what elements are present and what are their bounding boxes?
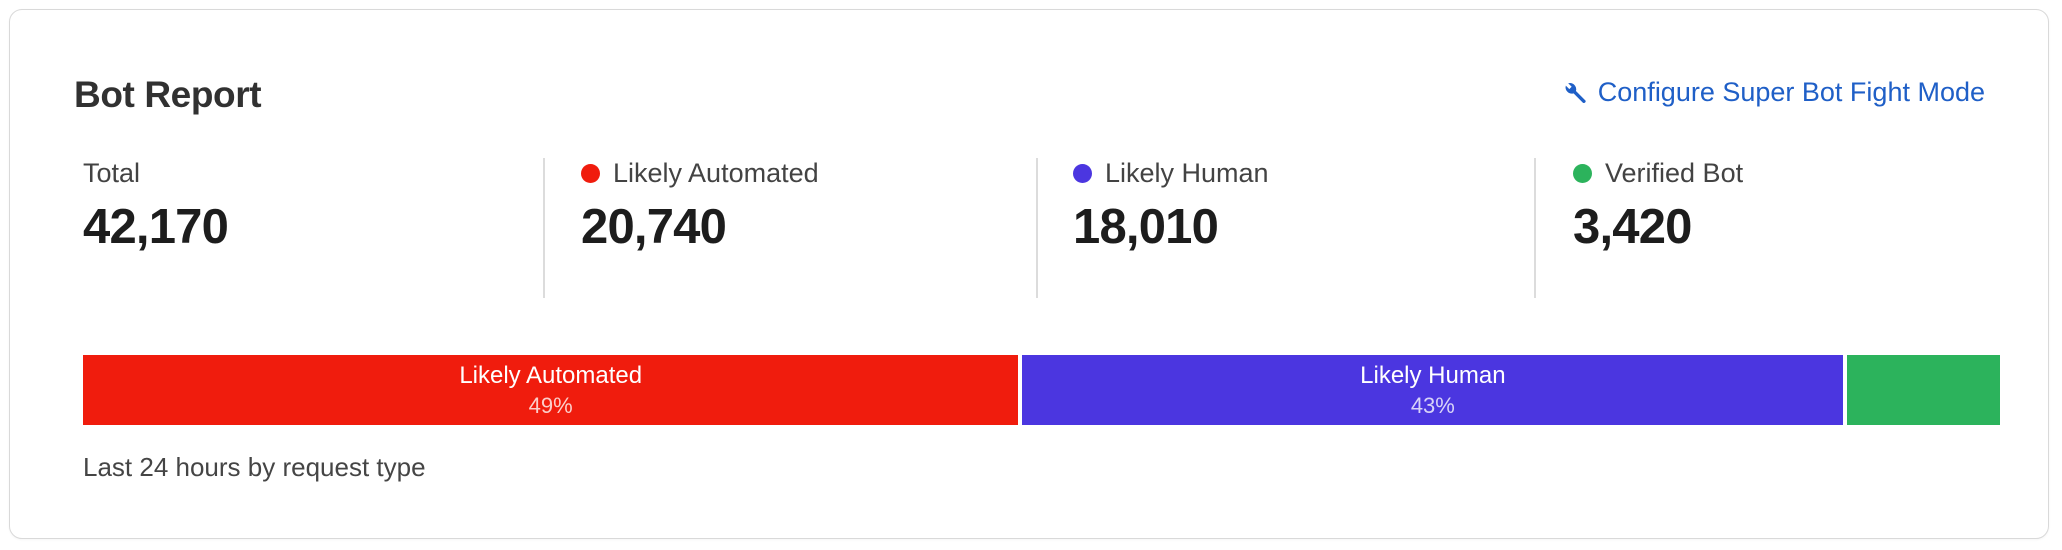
- stat-likely-human: Likely Human 18,010: [1073, 158, 1269, 252]
- stats-row: Total 42,170 Likely Automated 20,740 Lik…: [10, 158, 2048, 303]
- stat-value: 20,740: [581, 200, 727, 254]
- bar-segment-verified-bot[interactable]: [1847, 355, 2000, 425]
- request-type-stacked-bar: Likely Automated 49% Likely Human 43%: [83, 355, 2000, 425]
- stat-label-row: Total: [83, 158, 228, 188]
- likely-human-dot-icon: [1073, 163, 1092, 183]
- stat-label-row: Likely Human: [1073, 158, 1269, 188]
- stat-verified-bot: Verified Bot 3,420: [1573, 158, 1743, 252]
- stat-label: Likely Automated: [613, 157, 819, 188]
- stat-likely-automated: Likely Automated 20,740: [581, 158, 819, 252]
- bot-report-card: Bot Report Configure Super Bot Fight Mod…: [9, 9, 2049, 539]
- page-title: Bot Report: [74, 74, 262, 115]
- chart-caption: Last 24 hours by request type: [83, 452, 426, 482]
- wrench-icon: [1562, 79, 1589, 106]
- stat-label: Likely Human: [1105, 157, 1269, 188]
- stat-label: Verified Bot: [1605, 157, 1744, 188]
- stat-value: 42,170: [83, 200, 229, 254]
- verified-bot-dot-icon: [1573, 163, 1592, 183]
- stat-total: Total 42,170: [83, 158, 229, 254]
- likely-automated-dot-icon: [581, 163, 600, 183]
- configure-link-label: Configure Super Bot Fight Mode: [1597, 77, 1985, 107]
- stat-label-row: Verified Bot: [1573, 158, 1743, 188]
- stat-label-row: Likely Automated: [581, 158, 819, 188]
- bar-segment-likely-human[interactable]: Likely Human 43%: [1022, 355, 1844, 425]
- stat-divider: [1534, 158, 1536, 298]
- bar-segment-label: Likely Human: [1360, 361, 1506, 389]
- bar-segment-percent: 43%: [1410, 393, 1455, 419]
- stat-divider: [1036, 158, 1038, 298]
- stat-label: Total: [83, 157, 141, 188]
- stat-value: 3,420: [1573, 200, 1692, 254]
- bar-segment-percent: 49%: [528, 393, 573, 419]
- stat-divider: [543, 158, 545, 298]
- card-header: Bot Report Configure Super Bot Fight Mod…: [10, 10, 2048, 130]
- bar-segment-label: Likely Automated: [459, 361, 643, 389]
- configure-super-bot-fight-mode-link[interactable]: Configure Super Bot Fight Mode: [1562, 79, 1985, 106]
- bar-segment-likely-automated[interactable]: Likely Automated 49%: [83, 355, 1019, 425]
- stat-value: 18,010: [1073, 200, 1219, 254]
